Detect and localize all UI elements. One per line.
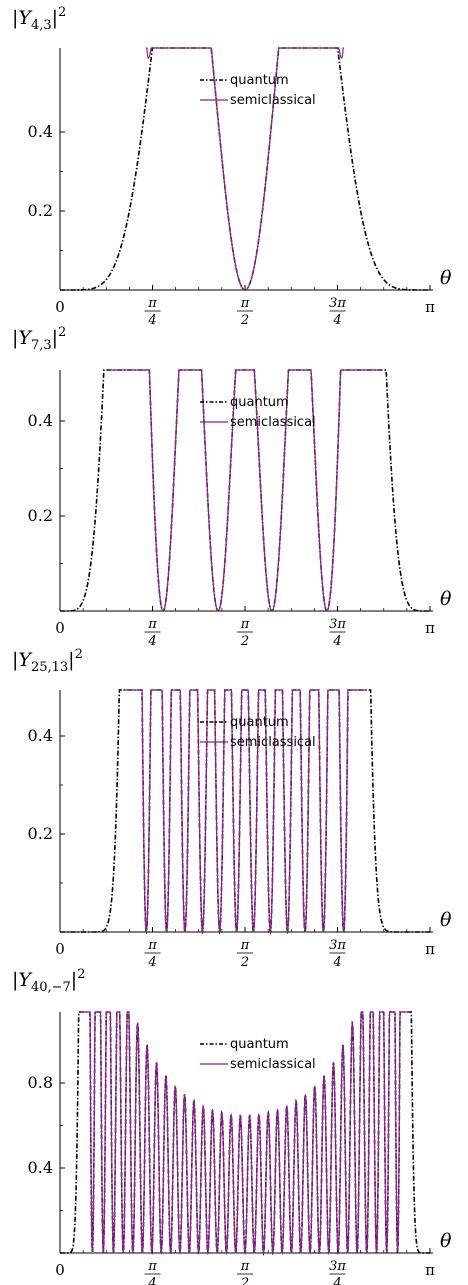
x-tick-label-numerator: π (147, 938, 157, 953)
panel-title: |Y7,3|2 (12, 325, 66, 353)
x-tick-label-denominator: 2 (240, 1276, 249, 1285)
legend-quantum-label: quantum (230, 715, 289, 730)
series-semiclassical-line (123, 689, 367, 934)
series-semiclassical-line (146, 47, 344, 291)
x-tick-label: 0 (55, 298, 65, 316)
x-tick-label-numerator: π (240, 296, 250, 311)
x-tick-label-denominator: 4 (332, 955, 341, 970)
legend-quantum-label: quantum (230, 395, 289, 410)
panel-title: |Y40,−7|2 (12, 967, 85, 995)
chart-panel-4: |Y40,−7|20.40.80 π4π23π4πθquantumsemiclas… (12, 967, 452, 1285)
x-tick-label: 0 (55, 940, 65, 958)
x-tick-label: π (425, 1261, 435, 1279)
x-axis-label: θ (440, 1230, 452, 1252)
series-semiclassical-line (108, 369, 382, 612)
x-tick-label: π (425, 940, 435, 958)
x-tick-label-numerator: 3π (329, 938, 346, 953)
x-tick-label-numerator: π (240, 1259, 250, 1274)
x-tick-label-numerator: π (147, 1259, 157, 1274)
x-tick-label-numerator: π (240, 617, 250, 632)
x-tick-label-denominator: 2 (240, 313, 249, 328)
panel-title: |Y25,13|2 (12, 647, 83, 675)
y-tick-label: 0.2 (28, 824, 53, 843)
y-tick-label: 0.4 (28, 411, 53, 430)
x-tick-label-numerator: 3π (329, 1259, 346, 1274)
x-tick-label-denominator: 2 (240, 955, 249, 970)
x-tick-label-numerator: 3π (329, 296, 346, 311)
x-tick-label-denominator: 4 (147, 1276, 156, 1285)
x-tick-label-numerator: 3π (329, 617, 346, 632)
x-tick-label: 0 (55, 1261, 65, 1279)
x-axis-label: θ (440, 588, 452, 610)
legend-semiclassical-label: semiclassical (230, 93, 316, 108)
y-tick-label: 0.4 (28, 1158, 53, 1177)
chart-panel-2: |Y7,3|20.20.40 π4π23π4πθquantumsemiclassi… (12, 325, 452, 649)
x-tick-label-denominator: 4 (332, 1276, 341, 1285)
x-tick-label-numerator: π (240, 938, 250, 953)
x-tick-label-numerator: π (147, 296, 157, 311)
y-tick-label: 0.4 (28, 726, 53, 745)
x-tick-label-denominator: 2 (240, 634, 249, 649)
x-axis-label: θ (440, 267, 452, 289)
y-tick-label: 0.8 (28, 1073, 53, 1092)
x-tick-label-denominator: 4 (332, 313, 341, 328)
chart-panel-1: |Y4,3|20.20.40 π4π23π4πθquantumsemiclassi… (12, 5, 452, 328)
legend-semiclassical-label: semiclassical (230, 415, 316, 430)
y-tick-label: 0.4 (28, 122, 53, 141)
x-tick-label-denominator: 4 (147, 313, 156, 328)
x-tick-label-denominator: 4 (147, 634, 156, 649)
x-tick-label: π (425, 619, 435, 637)
y-tick-label: 0.2 (28, 201, 53, 220)
chart-panel-3: |Y25,13|20.20.40 π4π23π4πθquantumsemiclas… (12, 647, 452, 970)
x-tick-label: 0 (55, 619, 65, 637)
panel-title: |Y4,3|2 (12, 5, 66, 33)
x-tick-label-denominator: 4 (147, 955, 156, 970)
x-tick-label-denominator: 4 (332, 634, 341, 649)
legend-quantum-label: quantum (230, 1037, 289, 1052)
x-tick-label-numerator: π (147, 617, 157, 632)
x-axis-label: θ (440, 909, 452, 931)
legend-semiclassical-label: semiclassical (230, 735, 316, 750)
x-tick-label: π (425, 298, 435, 316)
legend-semiclassical-label: semiclassical (230, 1057, 316, 1072)
legend-quantum-label: quantum (230, 73, 289, 88)
series-semiclassical-line (80, 1011, 410, 1256)
y-tick-label: 0.2 (28, 506, 53, 525)
